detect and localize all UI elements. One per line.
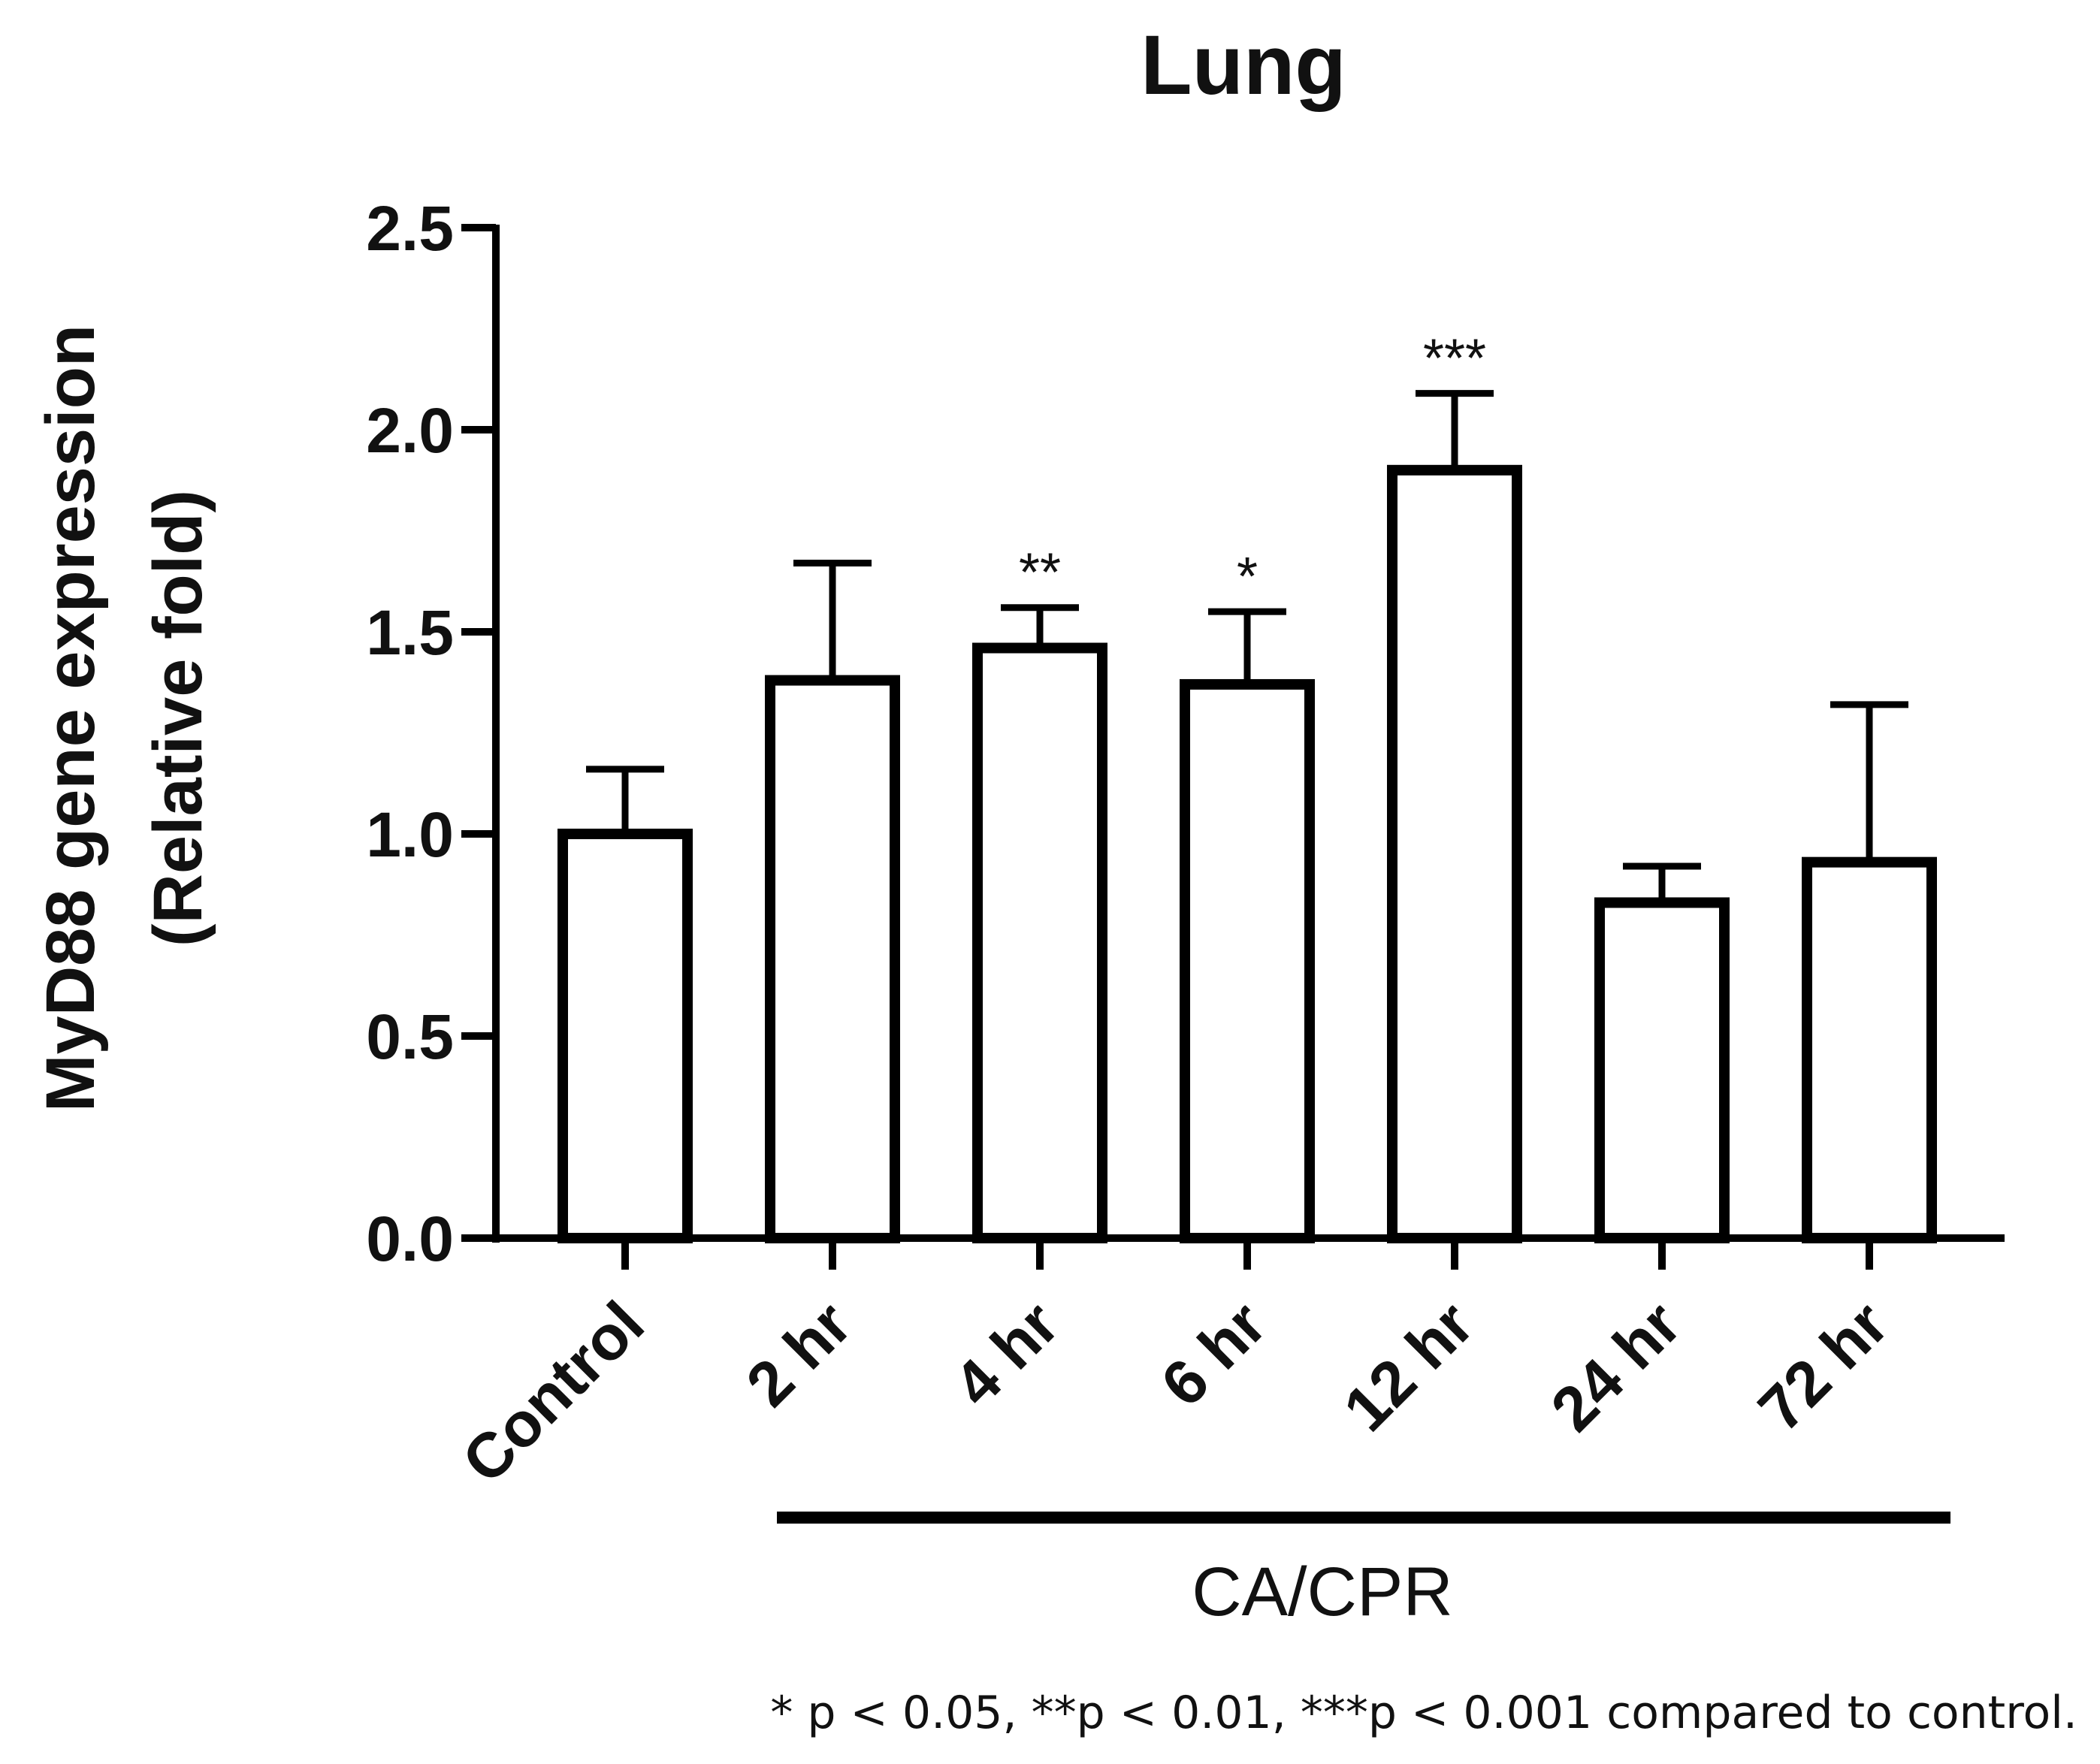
y-axis-label: MyD88 gene expression (Relative fold) bbox=[32, 325, 216, 1112]
bar-4-hr bbox=[972, 642, 1107, 1243]
x-tick-label: 4 hr bbox=[940, 1288, 1071, 1419]
x-tick-label: 6 hr bbox=[1147, 1288, 1279, 1419]
x-tick-label: 2 hr bbox=[733, 1288, 864, 1419]
significance-marker: ** bbox=[1019, 543, 1061, 603]
x-tick-label: Control bbox=[449, 1288, 657, 1497]
y-axis-label-line-1: MyD88 gene expression bbox=[32, 325, 109, 1112]
y-axis-label-line-2: (Relative fold) bbox=[140, 490, 216, 947]
group-label: CA/CPR bbox=[1192, 1554, 1453, 1630]
x-tick-label: 72 hr bbox=[1745, 1288, 1901, 1444]
y-tick-label: 2.5 bbox=[366, 193, 454, 264]
y-tick-label: 1.5 bbox=[366, 597, 454, 668]
x-tick-label: 12 hr bbox=[1330, 1288, 1486, 1444]
y-tick-label: 2.0 bbox=[366, 395, 454, 466]
significance-marker: *** bbox=[1423, 329, 1486, 389]
bar-12-hr bbox=[1387, 464, 1522, 1243]
footnote: * p < 0.05, **p < 0.01, ***p < 0.001 com… bbox=[770, 1687, 2077, 1739]
group-bracket: CA/CPR bbox=[777, 1512, 1950, 1630]
y-tick-label: 1.0 bbox=[366, 799, 454, 870]
bar-control bbox=[557, 829, 693, 1243]
bar-72-hr bbox=[1802, 856, 1937, 1244]
bar-24-hr bbox=[1594, 897, 1730, 1243]
bars: Control 2 hr 4 hr ** 6 hr * 12 hr *** 24 hr 72 hr bbox=[449, 329, 1937, 1497]
significance-marker: * bbox=[1237, 547, 1258, 607]
bar-2-hr bbox=[765, 675, 900, 1243]
x-tick-label: 24 hr bbox=[1537, 1288, 1694, 1444]
chart-title: Lung bbox=[1141, 18, 1346, 112]
y-tick-label: 0.5 bbox=[366, 1001, 454, 1072]
bar-6-hr bbox=[1180, 678, 1315, 1243]
y-tick-label: 0.0 bbox=[366, 1204, 454, 1274]
axes: 0.0 0.5 1.0 1.5 2.0 2.5 bbox=[366, 193, 2005, 1274]
